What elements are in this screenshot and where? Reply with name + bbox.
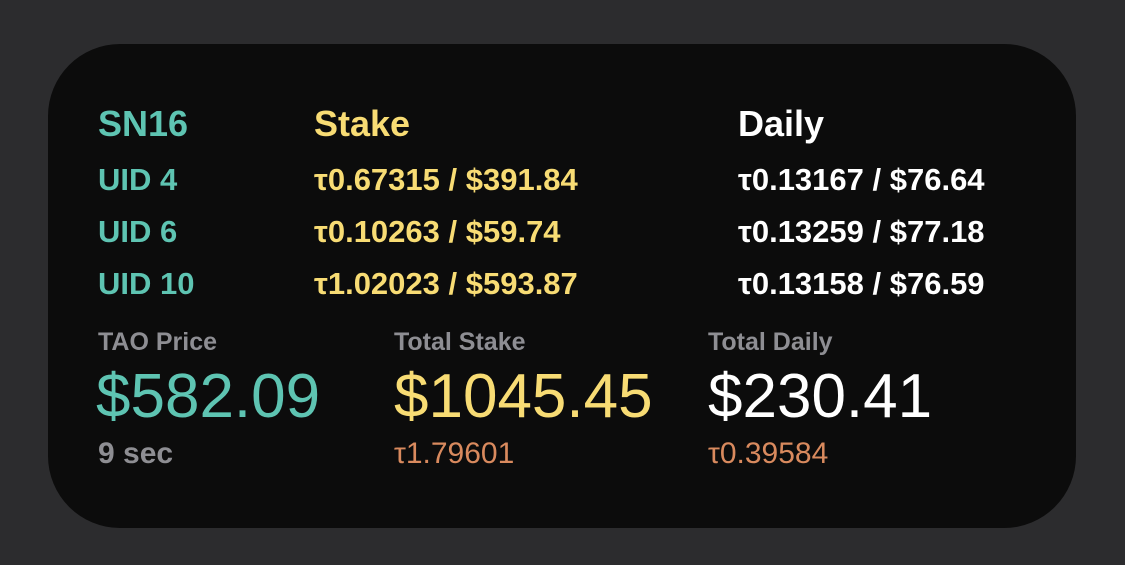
- uid-label: UID 10: [98, 266, 195, 301]
- uid-daily: τ0.13167 / $76.64: [738, 162, 985, 197]
- uid-daily: τ0.13158 / $76.59: [738, 266, 985, 301]
- uid-stake: τ1.02023 / $593.87: [314, 266, 578, 301]
- stake-widget[interactable]: SN16 Stake Daily UID 4 τ0.67315 / $391.8…: [48, 44, 1076, 528]
- update-age: 9 sec: [98, 437, 174, 470]
- uid-stake: τ0.10263 / $59.74: [314, 214, 561, 249]
- uid-label: UID 4: [98, 162, 178, 197]
- total-stake-tao: τ1.79601: [394, 437, 515, 470]
- total-daily-value: $230.41: [708, 362, 933, 431]
- total-stake-label: Total Stake: [394, 328, 526, 356]
- stake-header: Stake: [314, 103, 411, 144]
- tao-price-label: TAO Price: [98, 328, 218, 356]
- total-daily-label: Total Daily: [708, 328, 833, 356]
- uid-daily: τ0.13259 / $77.18: [738, 214, 985, 249]
- uid-stake: τ0.67315 / $391.84: [314, 162, 578, 197]
- total-daily-tao: τ0.39584: [708, 437, 829, 470]
- tao-price-value: $582.09: [96, 362, 321, 431]
- total-stake-value: $1045.45: [394, 362, 653, 431]
- daily-header: Daily: [738, 103, 825, 144]
- uid-label: UID 6: [98, 214, 178, 249]
- subnet-label: SN16: [98, 103, 189, 144]
